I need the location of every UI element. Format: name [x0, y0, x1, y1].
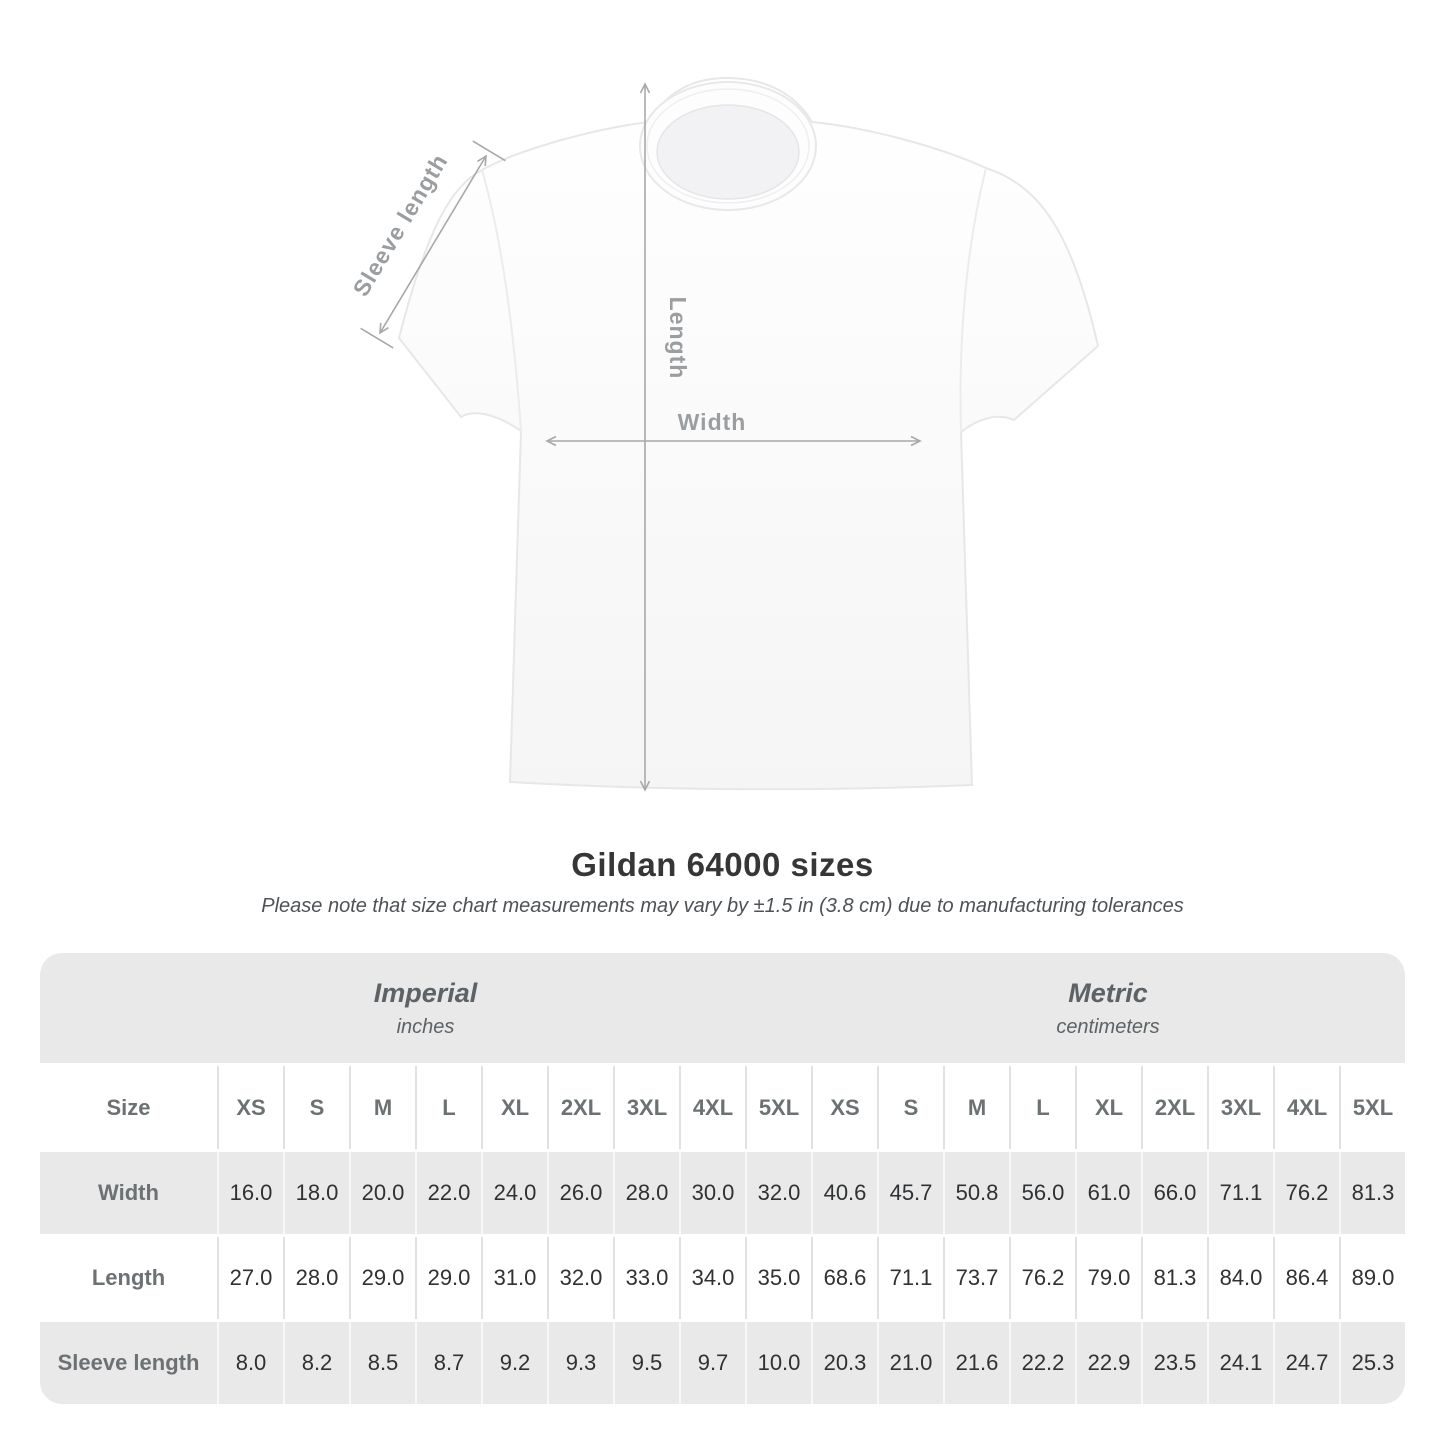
row-label-width: Width [98, 1180, 159, 1205]
value-cell: 31.0 [481, 1237, 547, 1319]
value-cell: 84.0 [1207, 1237, 1273, 1319]
width-label: Width [678, 409, 747, 435]
right-sleeve-seam [959, 167, 987, 433]
imperial-title: Imperial [373, 977, 478, 1008]
value-cell: 24.7 [1273, 1322, 1339, 1404]
value-cell: 33.0 [613, 1237, 679, 1319]
width-row: Width 16.0 18.0 20.0 22.0 24.0 26.0 28.0 30.0 32… [40, 1152, 1405, 1234]
value-cell: 22.2 [1009, 1322, 1075, 1404]
left-sleeve-seam [481, 169, 522, 432]
value-cell: 30.0 [679, 1152, 745, 1234]
size-header-cell: S [283, 1066, 349, 1149]
value-cell: 23.5 [1141, 1322, 1207, 1404]
value-cell: 68.6 [811, 1237, 877, 1319]
imperial-unit: inches [396, 1015, 455, 1038]
size-header-cell: L [1009, 1066, 1075, 1149]
value-cell: 61.0 [1075, 1152, 1141, 1234]
disclaimer-text: Please note that size chart measurements… [261, 895, 1184, 917]
size-header-cell: 5XL [1339, 1066, 1405, 1149]
value-cell: 73.7 [943, 1237, 1009, 1319]
value-cell: 28.0 [283, 1237, 349, 1319]
value-cell: 81.3 [1339, 1152, 1405, 1234]
size-header-cell: 2XL [547, 1066, 613, 1149]
size-header-row: Size XS S M L XL 2XL 3XL 4XL 5XL XS S M L XL 2XL 3XL 4XL… [40, 1066, 1405, 1149]
value-cell: 24.1 [1207, 1322, 1273, 1404]
value-cell: 27.0 [217, 1237, 283, 1319]
value-cell: 79.0 [1075, 1237, 1141, 1319]
collar-opening [656, 104, 800, 200]
sleeve-length-arrow [379, 154, 487, 335]
value-cell: 32.0 [745, 1152, 811, 1234]
metric-title: Metric [1068, 977, 1148, 1008]
value-cell: 71.1 [1207, 1152, 1273, 1234]
sleeve-arrow-tick-top [472, 140, 506, 162]
value-cell: 34.0 [679, 1237, 745, 1319]
value-cell: 9.3 [547, 1322, 613, 1404]
value-cell: 18.0 [283, 1152, 349, 1234]
units-header-band: Imperial inches Metric centimeters [40, 953, 1405, 1063]
value-cell: 8.2 [283, 1322, 349, 1404]
value-cell: 21.0 [877, 1322, 943, 1404]
sleeve-arrow-tick-bottom [360, 327, 394, 349]
value-cell: 29.0 [349, 1237, 415, 1319]
tshirt-measurement-diagram: Length Width Sleeve length [347, 76, 1100, 792]
value-cell: 29.0 [415, 1237, 481, 1319]
value-cell: 40.6 [811, 1152, 877, 1234]
value-cell: 24.0 [481, 1152, 547, 1234]
value-cell: 28.0 [613, 1152, 679, 1234]
value-cell: 22.0 [415, 1152, 481, 1234]
value-cell: 32.0 [547, 1237, 613, 1319]
value-cell: 16.0 [217, 1152, 283, 1234]
size-header-cell: L [415, 1066, 481, 1149]
value-cell: 10.0 [745, 1322, 811, 1404]
value-cell: 89.0 [1339, 1237, 1405, 1319]
size-header-cell: 2XL [1141, 1066, 1207, 1149]
sleeve-length-row: Sleeve length 8.0 8.2 8.5 8.7 9.2 9.3 9.5 9.7 10… [40, 1322, 1405, 1404]
size-header-cell: XS [217, 1066, 283, 1149]
value-cell: 35.0 [745, 1237, 811, 1319]
value-cell: 81.3 [1141, 1237, 1207, 1319]
length-label: Length [665, 297, 691, 380]
size-header-cell: 3XL [1207, 1066, 1273, 1149]
metric-unit: centimeters [1056, 1015, 1160, 1038]
value-cell: 50.8 [943, 1152, 1009, 1234]
size-header-cell: XL [1075, 1066, 1141, 1149]
value-cell: 9.2 [481, 1322, 547, 1404]
value-cell: 26.0 [547, 1152, 613, 1234]
value-cell: 8.5 [349, 1322, 415, 1404]
size-header-cell: 3XL [613, 1066, 679, 1149]
value-cell: 25.3 [1339, 1322, 1405, 1404]
value-cell: 20.0 [349, 1152, 415, 1234]
value-cell: 71.1 [877, 1237, 943, 1319]
value-cell: 21.6 [943, 1322, 1009, 1404]
size-header-cell: 4XL [679, 1066, 745, 1149]
size-column-header: Size [106, 1094, 151, 1120]
metric-section-header: Metric centimeters [811, 953, 1405, 1063]
value-cell: 76.2 [1273, 1152, 1339, 1234]
value-cell: 20.3 [811, 1322, 877, 1404]
value-cell: 9.7 [679, 1322, 745, 1404]
imperial-section-header: Imperial inches [40, 953, 811, 1063]
size-header-cell: S [877, 1066, 943, 1149]
value-cell: 76.2 [1009, 1237, 1075, 1319]
value-cell: 22.9 [1075, 1322, 1141, 1404]
size-table: Imperial inches Metric centimeters Size … [40, 953, 1405, 1404]
value-cell: 86.4 [1273, 1237, 1339, 1319]
size-header-cell: 4XL [1273, 1066, 1339, 1149]
length-row: Length 27.0 28.0 29.0 29.0 31.0 32.0 33.0 34.0 3… [40, 1237, 1405, 1319]
size-header-cell: 5XL [745, 1066, 811, 1149]
size-header-cell: M [349, 1066, 415, 1149]
value-cell: 8.0 [217, 1322, 283, 1404]
value-cell: 66.0 [1141, 1152, 1207, 1234]
value-cell: 45.7 [877, 1152, 943, 1234]
value-cell: 56.0 [1009, 1152, 1075, 1234]
value-cell: 8.7 [415, 1322, 481, 1404]
size-header-cell: XL [481, 1066, 547, 1149]
size-header-cell: M [943, 1066, 1009, 1149]
page-title: Gildan 64000 sizes [571, 846, 874, 883]
size-header-cell: XS [811, 1066, 877, 1149]
row-label-length: Length [91, 1265, 166, 1290]
row-label-sleeve-length: Sleeve length [57, 1350, 200, 1375]
value-cell: 9.5 [613, 1322, 679, 1404]
